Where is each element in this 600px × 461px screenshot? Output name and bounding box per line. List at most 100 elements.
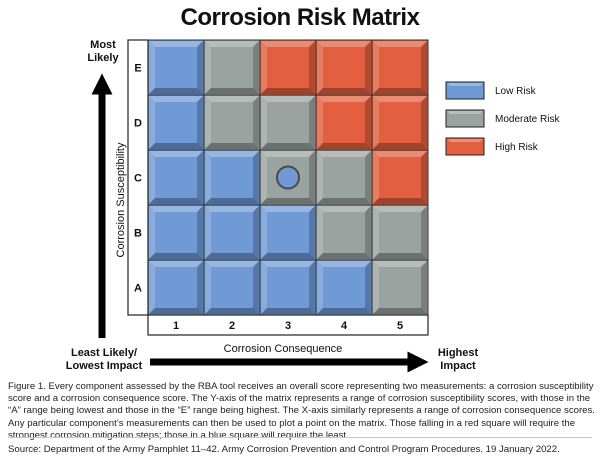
cell-fill [203, 94, 261, 151]
cell-bevel-left [373, 261, 379, 314]
cell-bevel-top [149, 151, 203, 157]
cell-bevel-left [205, 261, 211, 314]
y-tick-label-C: C [134, 173, 142, 185]
cell-bevel-bottom [373, 88, 427, 94]
cell-bevel-top [373, 206, 427, 212]
cell-bevel-right [197, 96, 203, 149]
cell-bevel-top [317, 41, 371, 47]
cell-bevel-right [309, 41, 315, 94]
cell-bevel-right [253, 96, 259, 149]
cell-bevel-top [149, 206, 203, 212]
cell-bevel-left [261, 41, 267, 94]
cell-fill [315, 259, 373, 316]
cell-bevel-right [253, 41, 259, 94]
source-note: Source: Department of the Army Pamphlet … [8, 444, 560, 455]
cell-bevel-top [317, 261, 371, 267]
y-tick-label-D: D [134, 118, 142, 130]
cell-bevel-bottom [317, 88, 371, 94]
cell-bevel-bottom [205, 198, 259, 204]
y-axis-top-label-line-1: Likely [87, 52, 119, 64]
legend-item-high: High Risk [445, 137, 539, 156]
cell-bevel-right [309, 96, 315, 149]
matrix-cell-C5 [371, 149, 429, 206]
cell-fill [147, 39, 205, 96]
cell-fill [259, 259, 317, 316]
matrix-cell-C1 [147, 149, 205, 206]
cell-bevel-right [365, 261, 371, 314]
cell-bevel-bottom [317, 143, 371, 149]
x-tick-label-3: 3 [285, 320, 291, 332]
cell-bevel-top [373, 96, 427, 102]
cell-bevel-right [309, 261, 315, 314]
cell-bevel-left [149, 261, 155, 314]
cell-fill [371, 94, 429, 151]
cell-bevel-bottom [205, 253, 259, 259]
cell-bevel-top [317, 96, 371, 102]
data-point-marker [276, 165, 300, 190]
y-tick-strip [127, 39, 149, 316]
legend-swatch-low [445, 81, 485, 100]
x-tick-label-2: 2 [229, 320, 235, 332]
cell-bevel-top [205, 96, 259, 102]
cell-bevel-right [421, 261, 427, 314]
cell-bevel-top [205, 206, 259, 212]
figure-caption: Figure 1. Every component assessed by th… [8, 381, 595, 441]
cell-bevel-right [421, 151, 427, 204]
matrix-cell-B4 [315, 204, 373, 261]
cell-bevel-top [205, 261, 259, 267]
matrix-cell-B2 [203, 204, 261, 261]
cell-fill [371, 149, 429, 206]
cell-bevel-bottom [373, 198, 427, 204]
cell-bevel-left [373, 151, 379, 204]
cell-bevel-bottom [149, 88, 203, 94]
x-tick-label-1: 1 [173, 320, 179, 332]
cell-bevel-left [373, 41, 379, 94]
cell-bevel-left [149, 41, 155, 94]
cell-fill [371, 39, 429, 96]
cell-bevel-right [309, 206, 315, 259]
cell-bevel-bottom [373, 143, 427, 149]
matrix-cell-D5 [371, 94, 429, 151]
cell-bevel-bottom [317, 198, 371, 204]
matrix-cell-C2 [203, 149, 261, 206]
chart-title: Corrosion Risk Matrix [180, 4, 420, 31]
cell-fill [259, 204, 317, 261]
cell-fill [203, 259, 261, 316]
cell-bevel-top [205, 151, 259, 157]
cell-bevel-right [421, 41, 427, 94]
cell-bevel-left [261, 96, 267, 149]
cell-bevel-left [317, 206, 323, 259]
cell-bevel-top [373, 261, 427, 267]
cell-bevel-left [205, 41, 211, 94]
x-tick-strip [147, 314, 429, 336]
cell-bevel-bottom [373, 308, 427, 314]
cell-fill [371, 204, 429, 261]
cell-fill [147, 259, 205, 316]
cell-bevel-bottom [261, 143, 315, 149]
cell-bevel-top [149, 96, 203, 102]
y-tick-label-B: B [134, 228, 142, 240]
cell-bevel-right [365, 41, 371, 94]
cell-bevel-top [205, 41, 259, 47]
matrix-cell-E3 [259, 39, 317, 96]
cell-fill [203, 204, 261, 261]
cell-bevel-top [373, 151, 427, 157]
legend-swatch-moderate [445, 109, 485, 128]
legend-swatch-bevel [447, 139, 483, 142]
matrix-cell-D2 [203, 94, 261, 151]
risk-matrix-chart: A B C D E 1 2 3 4 5 Corrosion Susceptibility Corros… [66, 39, 560, 373]
matrix-cell-E1 [147, 39, 205, 96]
y-axis-title: Corrosion Susceptibility [115, 142, 127, 257]
cell-bevel-bottom [317, 253, 371, 259]
cell-bevel-bottom [205, 308, 259, 314]
cell-bevel-bottom [205, 88, 259, 94]
cell-bevel-bottom [149, 143, 203, 149]
matrix-cell-B5 [371, 204, 429, 261]
cell-fill [315, 149, 373, 206]
matrix-cell-C4 [315, 149, 373, 206]
caption-divider [8, 437, 592, 438]
cell-fill [259, 94, 317, 151]
legend-label-high: High Risk [495, 142, 539, 153]
cell-bevel-right [253, 261, 259, 314]
cell-bevel-top [317, 206, 371, 212]
